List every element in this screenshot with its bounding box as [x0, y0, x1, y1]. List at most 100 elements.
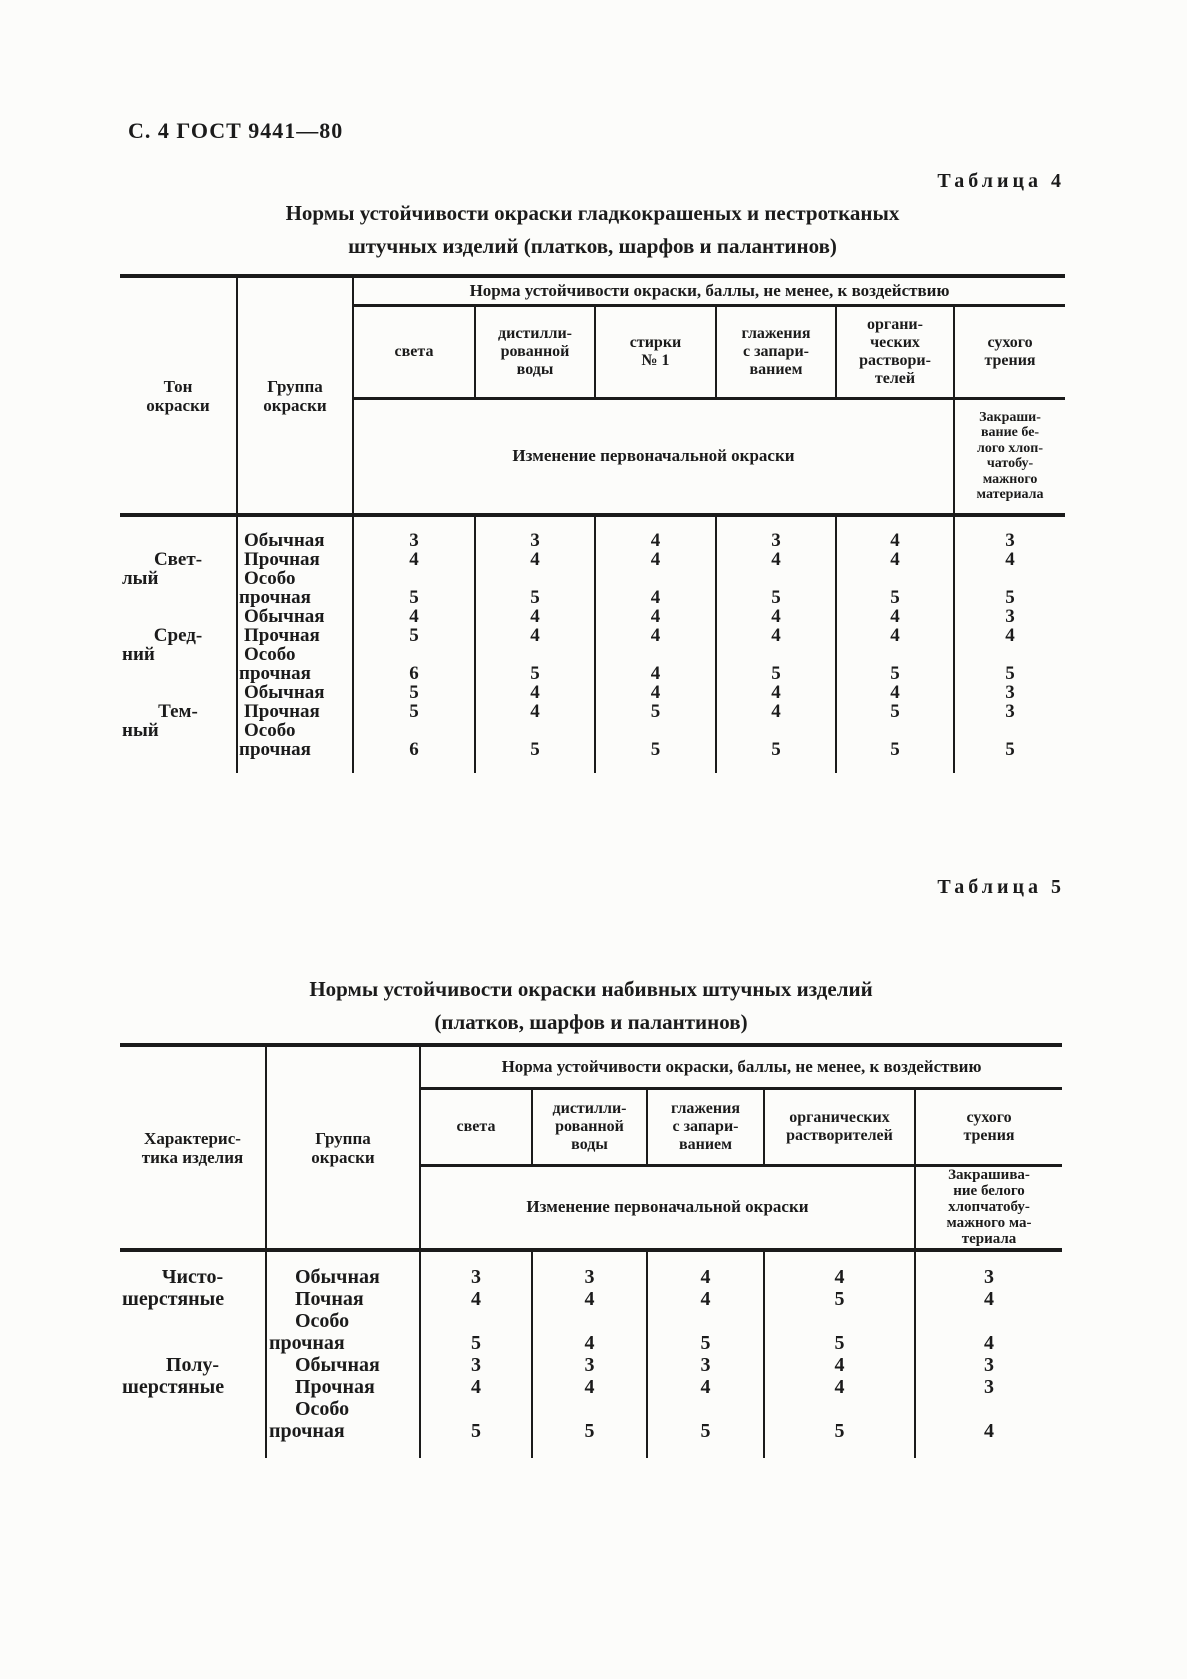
- group-column-header: Группа окраски: [265, 1045, 420, 1252]
- group-cell: Почная: [265, 1288, 420, 1310]
- group-cell: прочная: [236, 740, 353, 759]
- value-cell: 4: [594, 531, 716, 550]
- value-cell: 5: [952, 588, 1066, 607]
- table-row: прочная 6 5 4 5 5 5: [120, 664, 1066, 683]
- value-cell: 3: [531, 1266, 647, 1288]
- staining-header: Закрашива- ние белого хлопчатобу- мажног…: [913, 1165, 1063, 1252]
- table-row: шерстяные Прочная 4 4 4 4 3: [120, 1376, 1063, 1398]
- value-cell: [531, 1310, 647, 1332]
- tone-cell: [120, 607, 237, 626]
- value-cell: [952, 569, 1066, 588]
- table-row: Чисто- Обычная 3 3 4 4 3: [120, 1266, 1063, 1288]
- value-cell: [835, 721, 954, 740]
- value-cell: 4: [419, 1376, 532, 1398]
- value-cell: 4: [594, 626, 716, 645]
- value-cell: 4: [531, 1376, 647, 1398]
- value-cell: 4: [474, 626, 595, 645]
- table5-title-line2: (платков, шарфов и палантинов): [434, 1010, 748, 1034]
- tone-cell: [120, 531, 237, 550]
- tone-column-header: Тон окраски: [120, 276, 237, 517]
- value-cell: 4: [594, 683, 716, 702]
- table4-title-line1: Нормы устойчивости окраски гладкокрашены…: [285, 201, 900, 225]
- column-header-distilled-water: дистилли- рованной воды: [531, 1088, 647, 1167]
- group-cell: Прочная: [265, 1376, 420, 1398]
- table-row: Сред- Прочная 5 4 4 4 4 4: [120, 626, 1066, 645]
- change-span-header: Изменение первоначальной окраски: [419, 1165, 915, 1252]
- value-cell: 3: [352, 531, 475, 550]
- value-cell: 4: [594, 588, 716, 607]
- value-cell: 5: [352, 702, 475, 721]
- value-cell: [419, 1310, 532, 1332]
- group-cell: прочная: [236, 588, 353, 607]
- value-cell: [952, 721, 1066, 740]
- value-cell: 3: [474, 531, 595, 550]
- value-cell: [474, 645, 595, 664]
- value-cell: 5: [594, 702, 716, 721]
- header-row: Изменение первоначальной окраски Закраши…: [120, 1165, 1063, 1252]
- tone-cell: лый: [122, 569, 159, 588]
- value-cell: [763, 1310, 915, 1332]
- tone-cell: Свет-: [153, 550, 203, 569]
- value-cell: 3: [913, 1266, 1063, 1288]
- page-header: С. 4 ГОСТ 9441—80: [128, 118, 344, 143]
- value-cell: 5: [952, 664, 1066, 683]
- value-cell: [594, 721, 716, 740]
- value-cell: 4: [646, 1288, 764, 1310]
- table-row: Обычная 5 4 4 4 4 3: [120, 683, 1066, 702]
- table-row: ный Особо: [120, 721, 1066, 740]
- item-type-cell: шерстяные: [122, 1376, 225, 1398]
- value-cell: [646, 1310, 764, 1332]
- item-type-cell: Чисто-: [161, 1266, 224, 1288]
- column-header-light: света: [419, 1088, 532, 1167]
- table-row: прочная 5 5 5 5 4: [120, 1420, 1063, 1442]
- norm-span-header: Норма устойчивости окраски, баллы, не ме…: [351, 276, 1066, 307]
- value-cell: 5: [763, 1288, 915, 1310]
- group-cell: Особо: [236, 721, 353, 740]
- tone-cell: ний: [122, 645, 155, 664]
- value-cell: [715, 645, 836, 664]
- tone-cell: [120, 683, 237, 702]
- value-cell: 5: [646, 1332, 764, 1354]
- spacer-row: [120, 1442, 1063, 1458]
- value-cell: [952, 645, 1066, 664]
- header-row: света дистилли- рованной воды глажения с…: [120, 1088, 1063, 1167]
- value-cell: 5: [352, 588, 475, 607]
- value-cell: 5: [763, 1332, 915, 1354]
- value-cell: [835, 645, 954, 664]
- group-cell: Обычная: [265, 1354, 420, 1376]
- value-cell: [646, 1398, 764, 1420]
- value-cell: 5: [835, 702, 954, 721]
- item-type-cell: Полу-: [165, 1354, 220, 1376]
- value-cell: 4: [715, 607, 836, 626]
- item-type-cell: [120, 1398, 266, 1420]
- tone-cell: [120, 588, 237, 607]
- column-header-light: света: [352, 305, 475, 400]
- value-cell: 4: [913, 1420, 1063, 1442]
- item-type-cell: шерстяные: [122, 1288, 225, 1310]
- table5-label: Таблица 5: [937, 876, 1065, 898]
- group-cell: Прочная: [236, 626, 353, 645]
- group-cell: Особо: [265, 1310, 420, 1332]
- value-cell: 3: [419, 1354, 532, 1376]
- tone-cell: Тем-: [158, 702, 198, 721]
- table-row: Особо: [120, 1310, 1063, 1332]
- value-cell: [715, 721, 836, 740]
- column-header-washing: стирки № 1: [594, 305, 716, 400]
- value-cell: 6: [352, 664, 475, 683]
- column-header-dry-friction: сухого трения: [913, 1088, 1063, 1167]
- value-cell: 3: [913, 1354, 1063, 1376]
- value-cell: 5: [835, 740, 954, 759]
- group-column-header: Группа окраски: [236, 276, 353, 517]
- value-cell: [352, 721, 475, 740]
- column-header-dry-friction: сухого трения: [952, 305, 1066, 400]
- value-cell: 5: [835, 588, 954, 607]
- column-header-ironing: глажения с запари- ванием: [646, 1088, 764, 1167]
- table4-label: Таблица 4: [937, 170, 1065, 192]
- table-row: лый Особо: [120, 569, 1066, 588]
- value-cell: 4: [646, 1266, 764, 1288]
- value-cell: 4: [715, 626, 836, 645]
- value-cell: 5: [352, 683, 475, 702]
- tone-cell: ный: [122, 721, 159, 740]
- value-cell: 3: [531, 1354, 647, 1376]
- group-cell: Особо: [236, 645, 353, 664]
